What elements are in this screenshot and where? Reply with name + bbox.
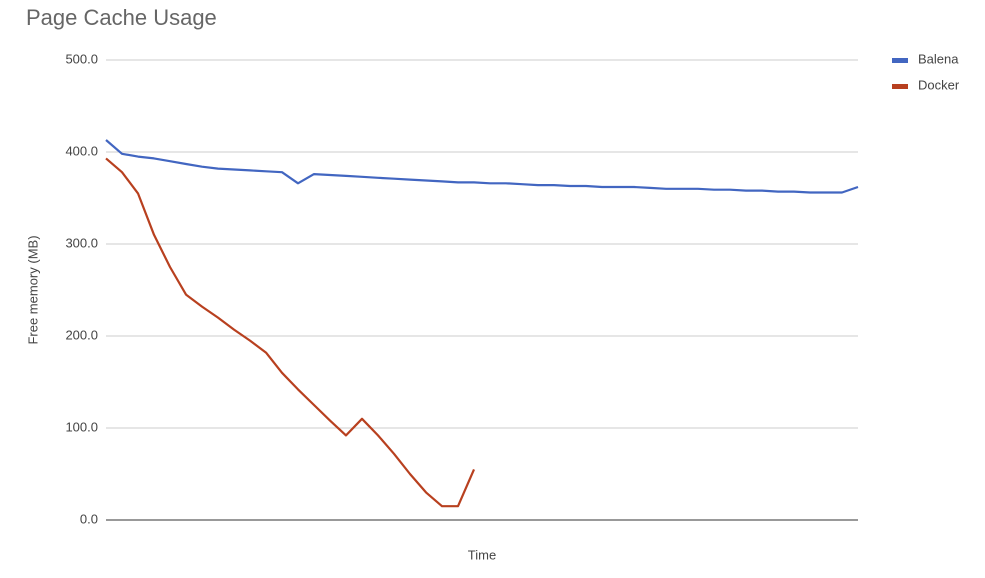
legend-label: Balena [918, 51, 959, 66]
y-tick-label: 300.0 [65, 235, 98, 250]
x-axis-label: Time [468, 547, 496, 562]
legend-swatch [892, 84, 908, 89]
y-tick-label: 400.0 [65, 143, 98, 158]
y-tick-label: 100.0 [65, 419, 98, 434]
y-axis-label: Free memory (MB) [25, 235, 40, 344]
y-tick-label: 0.0 [80, 511, 98, 526]
legend-label: Docker [918, 77, 960, 92]
chart-title: Page Cache Usage [26, 5, 217, 30]
y-tick-label: 500.0 [65, 51, 98, 66]
line-series [105, 139, 859, 194]
y-tick-label: 200.0 [65, 327, 98, 342]
line-series [105, 157, 476, 508]
legend-swatch [892, 58, 908, 63]
